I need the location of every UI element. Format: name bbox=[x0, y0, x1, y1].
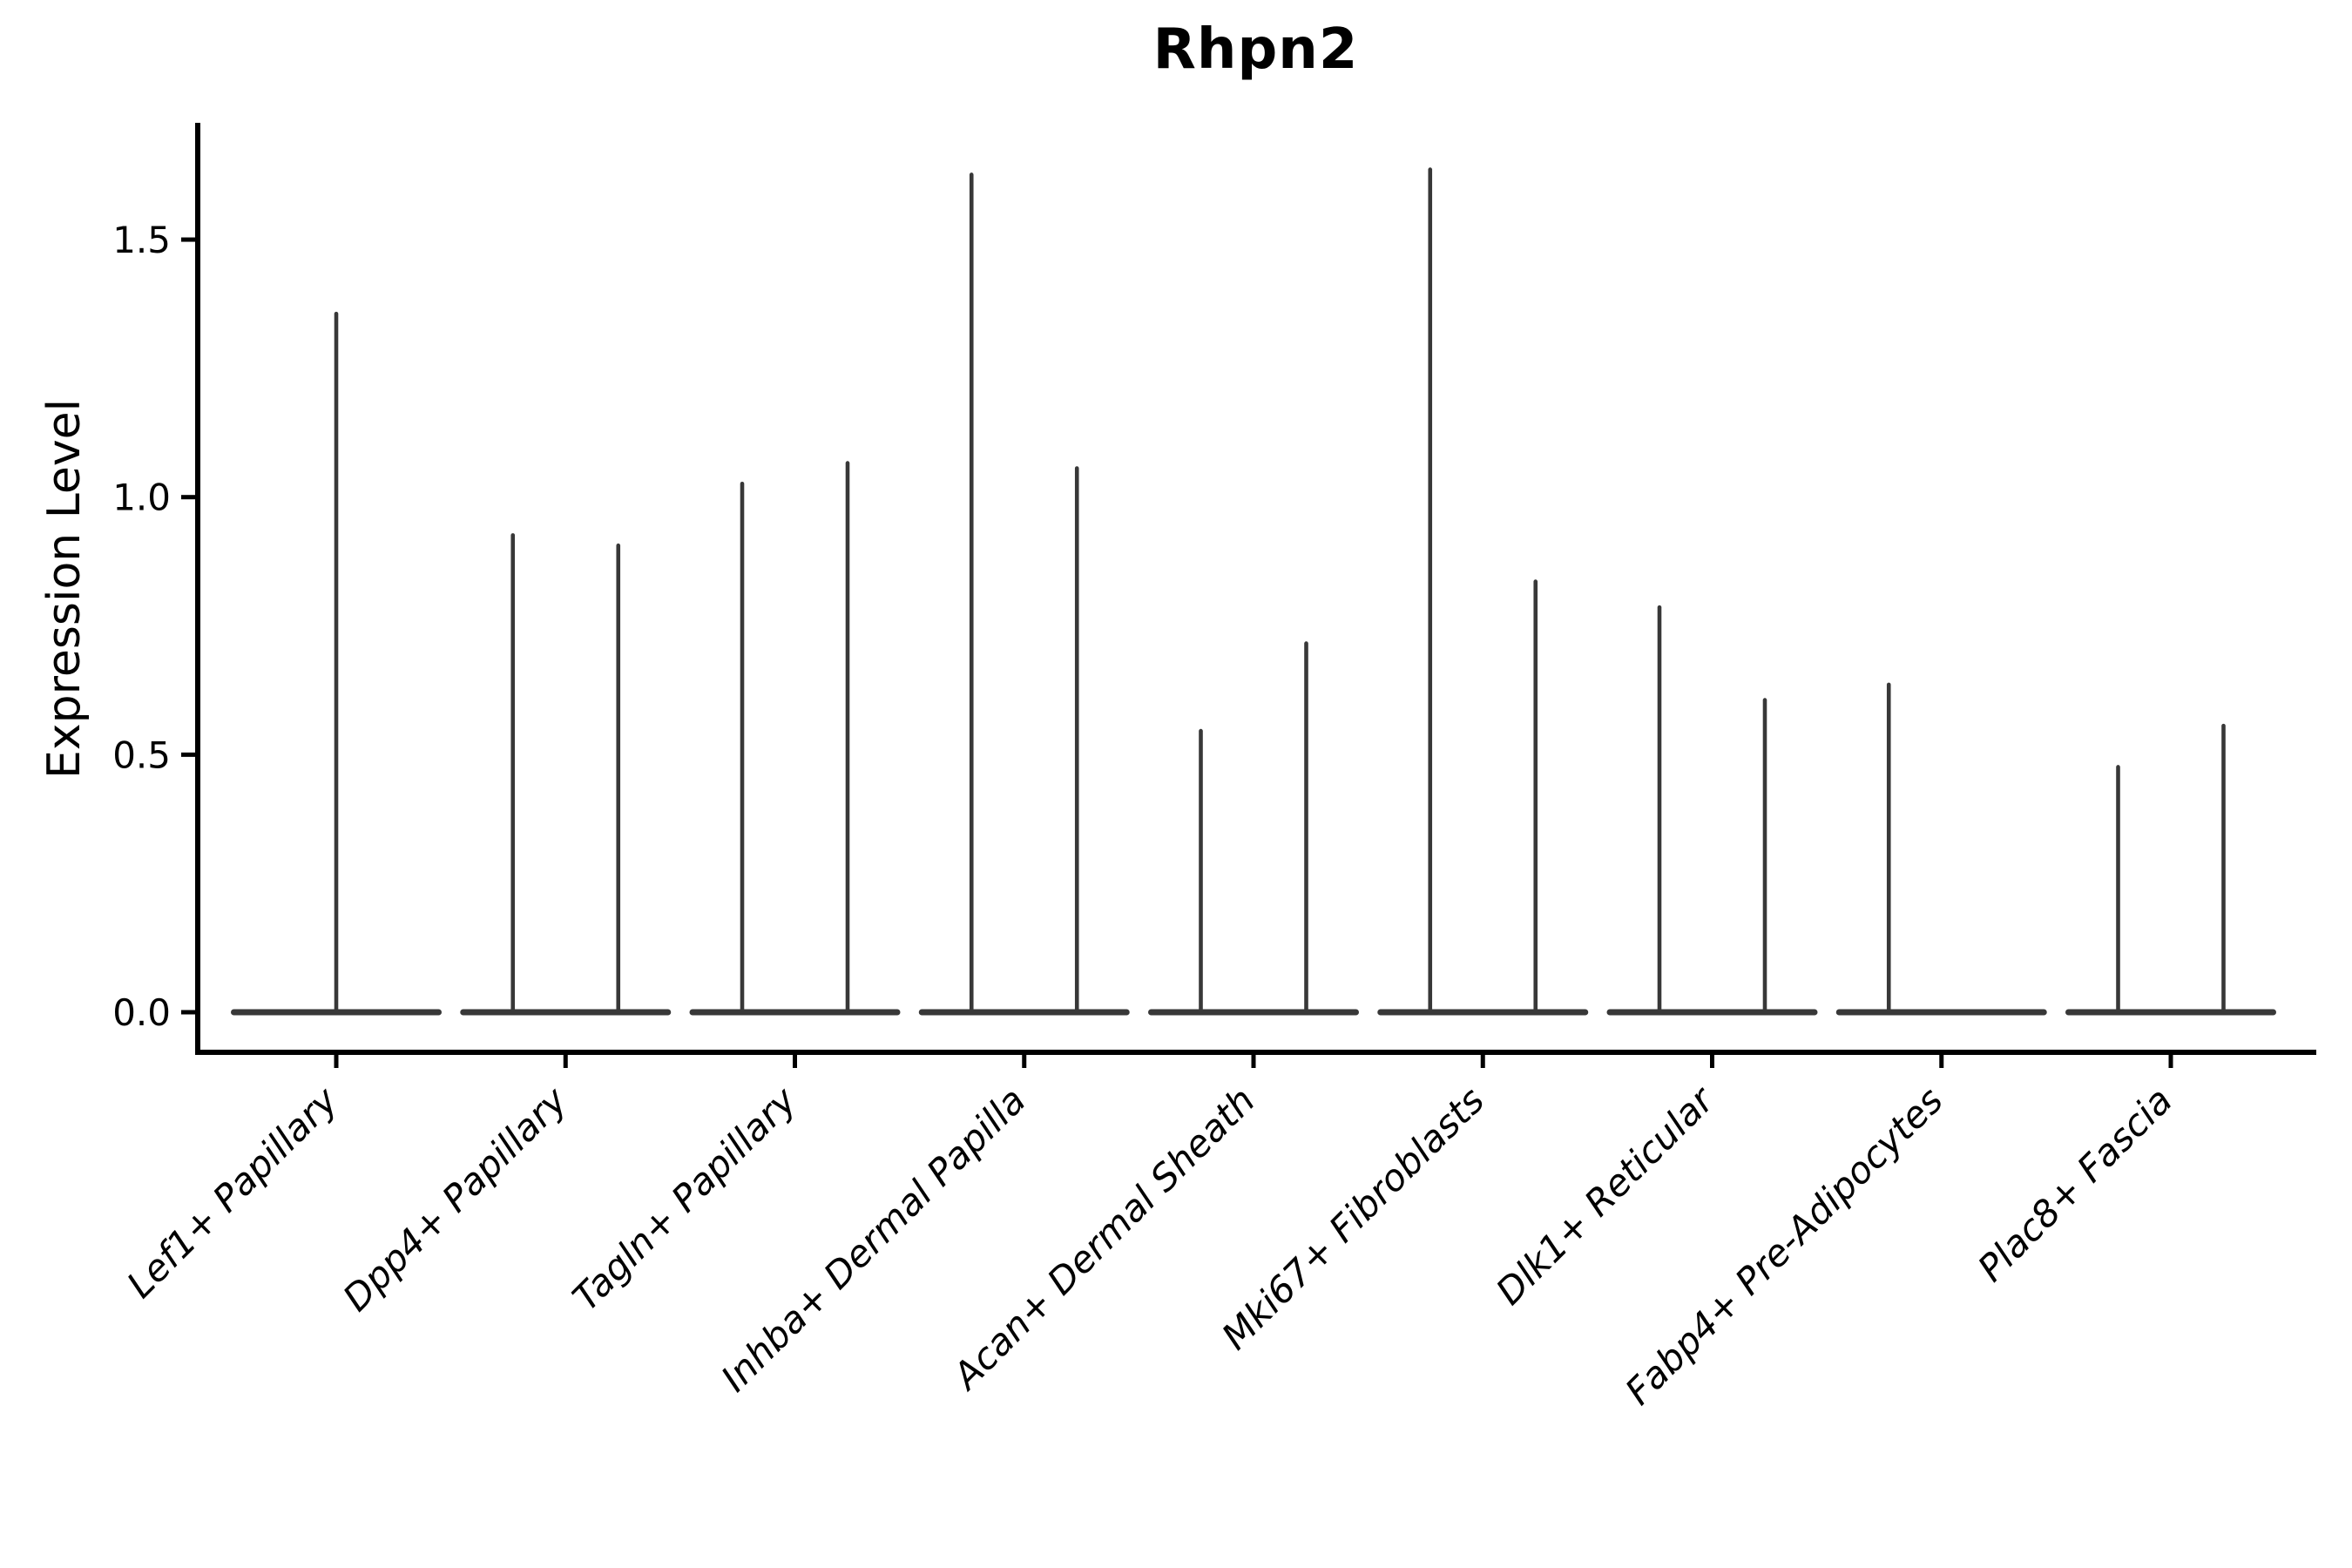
violin-body bbox=[1835, 1009, 2047, 1016]
violin-spike bbox=[1074, 466, 1079, 1016]
y-tick-label: 0.0 bbox=[112, 991, 171, 1034]
violin-spike bbox=[1428, 167, 1433, 1016]
y-tick-label: 1.0 bbox=[112, 476, 171, 519]
violin-spike bbox=[2116, 765, 2120, 1016]
x-tick bbox=[1251, 1055, 1256, 1068]
violin-spike bbox=[1886, 682, 1891, 1016]
x-tick-label: Tagln+ Papillary bbox=[564, 1078, 806, 1320]
violin-body bbox=[1148, 1009, 1359, 1016]
chart-title: Rhpn2 bbox=[1152, 17, 1359, 82]
y-tick bbox=[181, 495, 195, 500]
x-tick bbox=[1939, 1055, 1944, 1068]
x-tick-label: Dlk1+ Reticular bbox=[1488, 1077, 1724, 1313]
x-tick bbox=[563, 1055, 568, 1068]
x-axis-spine bbox=[195, 1050, 2316, 1055]
x-tick bbox=[2168, 1055, 2173, 1068]
x-tick-label: Plac8+ Fascia bbox=[1970, 1078, 2180, 1289]
y-tick bbox=[181, 1010, 195, 1015]
x-tick bbox=[793, 1055, 797, 1068]
y-tick bbox=[181, 237, 195, 242]
violin-body bbox=[460, 1009, 672, 1016]
violin-spike bbox=[1304, 641, 1308, 1016]
violin-spike bbox=[845, 461, 850, 1016]
violin-spike bbox=[1199, 728, 1203, 1016]
y-tick-label: 1.5 bbox=[112, 219, 171, 261]
violin-body bbox=[1377, 1009, 1589, 1016]
violin-spike bbox=[969, 172, 974, 1016]
x-tick bbox=[1022, 1055, 1027, 1068]
x-tick-label: Dpp4+ Papillary bbox=[335, 1078, 576, 1320]
x-tick bbox=[334, 1055, 339, 1068]
x-tick bbox=[1710, 1055, 1714, 1068]
y-tick bbox=[181, 752, 195, 757]
violin-spike bbox=[740, 481, 745, 1016]
y-tick-label: 0.5 bbox=[112, 733, 171, 776]
violin-spike bbox=[510, 533, 516, 1016]
x-tick bbox=[1480, 1055, 1485, 1068]
violin-spike bbox=[334, 311, 339, 1016]
y-axis-spine bbox=[195, 123, 200, 1055]
violin-body bbox=[918, 1009, 1130, 1016]
violin-body bbox=[689, 1009, 901, 1016]
x-tick-label: Lef1+ Papillary bbox=[118, 1078, 347, 1307]
violin-spike bbox=[1657, 605, 1662, 1016]
violin-spike bbox=[616, 543, 621, 1016]
violin-spike bbox=[1533, 579, 1538, 1016]
violin-spike bbox=[1762, 698, 1767, 1016]
violin-body bbox=[2065, 1009, 2276, 1016]
violin-body bbox=[1606, 1009, 1818, 1016]
violin-spike bbox=[2221, 723, 2226, 1016]
x-tick-label: Mki67+ Fibroblasts bbox=[1213, 1078, 1492, 1357]
